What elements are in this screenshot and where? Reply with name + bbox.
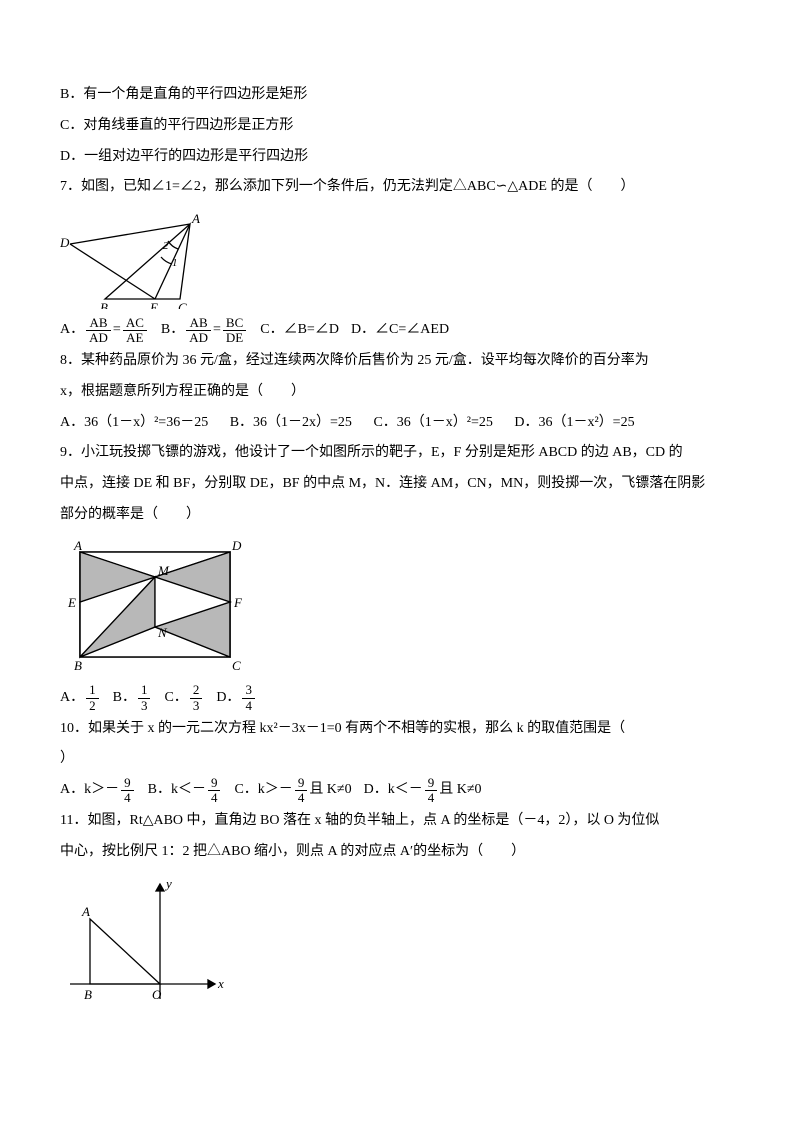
q11-figure: A B O x y — [60, 874, 230, 1014]
svg-text:E: E — [149, 300, 158, 309]
option-b: B．有一个角是直角的平行四边形是矩形 — [60, 80, 740, 111]
svg-text:A: A — [73, 538, 82, 553]
q10-options: A．k＞－94 B．k＜－94 C．k＞－94且 K≠0 D．k＜－94且 K≠… — [60, 775, 740, 806]
q10-stem-1: 10．如果关于 x 的一元二次方程 kx²－3x－1=0 有两个不相等的实根，那… — [60, 714, 740, 745]
svg-text:y: y — [164, 876, 172, 891]
svg-text:B: B — [100, 300, 108, 309]
q8-stem-1: 8．某种药品原价为 36 元/盒，经过连续两次降价后售价为 25 元/盒．设平均… — [60, 346, 740, 377]
svg-text:N: N — [157, 625, 168, 640]
svg-text:x: x — [217, 976, 224, 991]
svg-text:E: E — [67, 595, 76, 610]
q11-stem-2: 中心，按比例尺 1：2 把△ABO 缩小，则点 A 的对应点 A′的坐标为（ ） — [60, 837, 740, 868]
q8-options: A．36（1－x）²=36－25 B．36（1－2x）=25 C．36（1－x）… — [60, 408, 740, 439]
q7-figure: A B C D E 1 2 — [60, 209, 230, 309]
svg-text:D: D — [60, 235, 70, 250]
q9-stem-1: 9．小江玩投掷飞镖的游戏，他设计了一个如图所示的靶子，E，F 分别是矩形 ABC… — [60, 438, 740, 469]
q7-stem: 7．如图，已知∠1=∠2，那么添加下列一个条件后，仍无法判定△ABC∽△ADE … — [60, 172, 740, 203]
svg-text:C: C — [178, 300, 187, 309]
svg-text:A: A — [191, 211, 200, 226]
svg-text:O: O — [152, 987, 162, 1002]
q9-stem-2: 中点，连接 DE 和 BF，分别取 DE，BF 的中点 M，N．连接 AM，CN… — [60, 469, 740, 500]
svg-text:C: C — [232, 658, 241, 673]
svg-text:2: 2 — [163, 240, 169, 252]
svg-text:M: M — [157, 563, 170, 578]
q7-options: A． ABAD = ACAE B． ABAD = BCDE C．∠B=∠D D．… — [60, 315, 740, 346]
svg-text:D: D — [231, 538, 242, 553]
svg-text:F: F — [233, 595, 243, 610]
option-d: D．一组对边平行的四边形是平行四边形 — [60, 142, 740, 173]
q8-stem-2: x，根据题意所列方程正确的是（ ） — [60, 377, 740, 408]
svg-text:1: 1 — [172, 257, 178, 269]
q11-stem-1: 11．如图，Rt△ABO 中，直角边 BO 落在 x 轴的负半轴上，点 A 的坐… — [60, 806, 740, 837]
q9-figure: A D E F B C M N — [60, 537, 250, 677]
svg-text:A: A — [81, 904, 90, 919]
svg-text:B: B — [74, 658, 82, 673]
svg-text:B: B — [84, 987, 92, 1002]
q10-stem-2: ） — [60, 744, 740, 775]
q9-options: A．12 B．13 C．23 D．34 — [60, 683, 740, 714]
q9-stem-3: 部分的概率是（ ） — [60, 500, 740, 531]
option-c: C．对角线垂直的平行四边形是正方形 — [60, 111, 740, 142]
